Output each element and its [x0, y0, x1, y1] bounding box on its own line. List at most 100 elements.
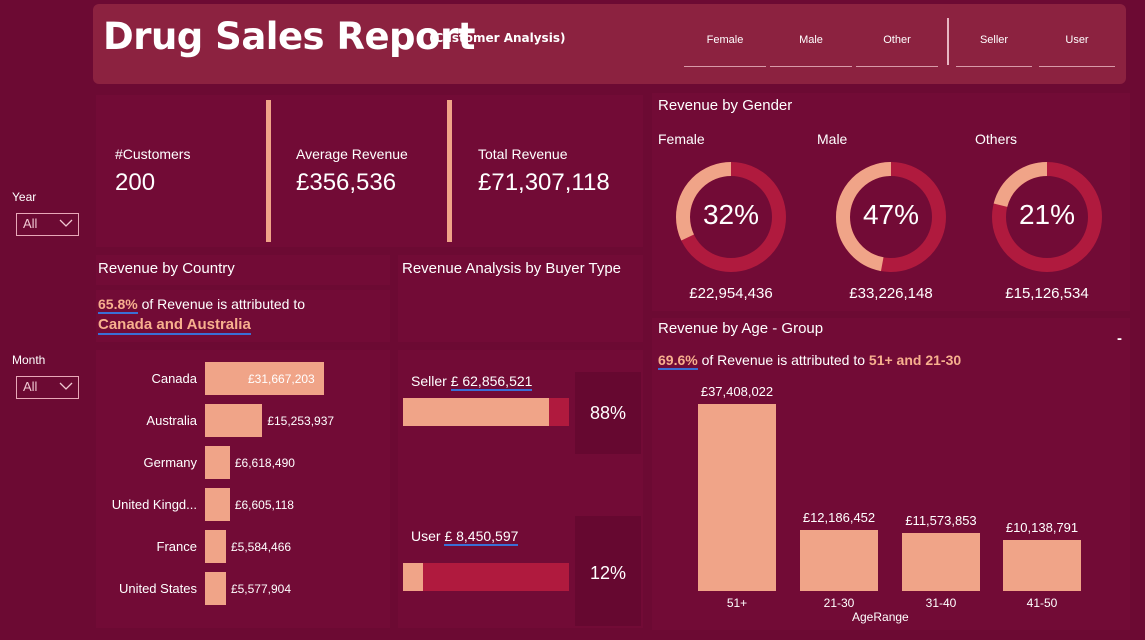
- age-section-title: Revenue by Age - Group: [658, 320, 824, 337]
- buyer-title-panel: [398, 255, 643, 342]
- age-panel-menu-dash[interactable]: -: [1117, 330, 1122, 347]
- country-bar-value: £5,577,904: [230, 582, 292, 596]
- gender-donut[interactable]: [671, 157, 791, 277]
- gender-amount: £33,226,148: [849, 285, 933, 302]
- buyer-type-amount: £ 8,450,597: [444, 528, 519, 546]
- country-insight-highlight: Canada and Australia: [98, 316, 251, 335]
- age-category-label: 41-50: [1026, 596, 1058, 610]
- gender-donut-slice[interactable]: [992, 162, 1102, 272]
- country-bar-value: £5,584,466: [230, 540, 292, 554]
- gender-donut-slice[interactable]: [676, 162, 786, 272]
- age-x-axis-label: AgeRange: [852, 610, 909, 624]
- country-bar-value: £15,253,937: [267, 414, 335, 428]
- country-chart-panel: [96, 350, 390, 628]
- buyer-type-label: User £ 8,450,597: [411, 528, 519, 546]
- kpi-total-revenue-value: £71,307,118: [478, 169, 610, 196]
- country-insight-text: 65.8% of Revenue is attributed to: [98, 296, 306, 314]
- gender-panel: [652, 93, 1130, 311]
- country-insight-body: of Revenue is attributed to: [137, 296, 306, 312]
- age-category-label: 31-40: [925, 596, 957, 610]
- filter-seller-button[interactable]: Seller: [956, 34, 1032, 67]
- filter-male-button[interactable]: Male: [770, 34, 852, 67]
- month-slicer-label: Month: [12, 353, 46, 367]
- age-insight-body: of Revenue is attributed to: [697, 352, 869, 368]
- gender-label: Male: [817, 131, 848, 147]
- country-bar-value: £6,618,490: [234, 456, 295, 470]
- age-bar-value: £37,408,022: [700, 384, 774, 399]
- kpi-total-revenue-label: Total Revenue: [478, 146, 568, 162]
- kpi-panel: [96, 95, 643, 247]
- age-category-label: 21-30: [823, 596, 855, 610]
- month-slicer-value: All: [23, 379, 38, 394]
- filter-other-button[interactable]: Other: [856, 34, 938, 67]
- country-category-label: Germany: [143, 455, 197, 470]
- gender-section-title: Revenue by Gender: [658, 97, 793, 114]
- buyer-pct-card: [575, 516, 641, 626]
- year-slicer[interactable]: All: [16, 213, 79, 236]
- age-bar[interactable]: [800, 530, 878, 591]
- buyer-bar-fill[interactable]: [403, 563, 423, 591]
- country-bar[interactable]: [205, 530, 226, 563]
- country-category-label: Australia: [146, 413, 197, 428]
- gender-label: Others: [975, 131, 1018, 147]
- country-bar[interactable]: [205, 572, 226, 605]
- buyer-type-amount: £ 62,856,521: [450, 373, 533, 391]
- country-title-panel: [96, 255, 390, 285]
- country-bar-value: £31,667,203: [248, 372, 315, 386]
- country-category-label: United Kingd...: [111, 497, 197, 512]
- country-bar-value: £6,605,118: [234, 498, 294, 512]
- filter-female-button[interactable]: Female: [684, 34, 766, 67]
- year-slicer-label: Year: [12, 190, 37, 204]
- kpi-average-revenue-value: £356,536: [296, 169, 397, 196]
- buyer-type-name: User: [411, 528, 445, 544]
- gender-donut-pct: 47%: [862, 199, 920, 230]
- age-bar[interactable]: [698, 404, 776, 591]
- country-category-label: France: [156, 539, 197, 554]
- kpi-divider: [266, 100, 271, 242]
- buyer-section-title: Revenue Analysis by Buyer Type: [402, 260, 622, 277]
- gender-donut-pct: 21%: [1018, 199, 1076, 230]
- age-bar-value: £12,186,452: [802, 510, 876, 526]
- page-subtitle: (Customer Analysis): [429, 31, 566, 45]
- year-slicer-value: All: [23, 216, 38, 231]
- country-section-title: Revenue by Country: [98, 260, 235, 277]
- age-bar[interactable]: [902, 533, 980, 591]
- gender-donut[interactable]: [831, 157, 951, 277]
- country-bar[interactable]: [205, 446, 230, 479]
- header-divider: [947, 18, 949, 65]
- country-category-label: Canada: [151, 371, 197, 386]
- gender-donut-pct: 32%: [702, 199, 760, 230]
- gender-amount: £15,126,534: [1005, 285, 1089, 302]
- age-bar[interactable]: [1003, 540, 1081, 591]
- age-insight-pct: 69.6%: [658, 352, 698, 370]
- filter-user-button[interactable]: User: [1039, 34, 1115, 67]
- buyer-bar-track: [403, 563, 569, 591]
- header-bar: Drug Sales Report (Customer Analysis) Fe…: [93, 4, 1126, 84]
- gender-amount: £22,954,436: [689, 285, 773, 302]
- country-bar[interactable]: [205, 488, 230, 521]
- kpi-customers-label: #Customers: [115, 146, 191, 162]
- country-bar[interactable]: [205, 362, 324, 395]
- buyer-bar-fill[interactable]: [403, 398, 550, 426]
- gender-donut-slice[interactable]: [836, 162, 946, 272]
- chevron-down-icon: [59, 219, 73, 227]
- month-slicer[interactable]: All: [16, 376, 79, 399]
- buyer-type-name: Seller: [411, 373, 451, 389]
- kpi-customers-value: 200: [115, 169, 156, 196]
- buyer-pct-card: [575, 372, 641, 454]
- buyer-pct-value: 88%: [590, 403, 627, 423]
- age-insight-highlight: 51+ and 21-30: [868, 352, 962, 368]
- country-insight-pct: 65.8%: [98, 296, 138, 314]
- age-category-label: 51+: [726, 596, 748, 610]
- kpi-divider: [447, 100, 452, 242]
- country-bar[interactable]: [205, 404, 263, 437]
- age-insight-text: 69.6% of Revenue is attributed to 51+ an…: [658, 352, 962, 370]
- page-title: Drug Sales Report: [103, 15, 475, 58]
- gender-donut[interactable]: [987, 157, 1107, 277]
- buyer-pct-value: 12%: [590, 563, 627, 583]
- gender-label: Female: [658, 131, 705, 147]
- buyer-type-label: Seller £ 62,856,521: [411, 373, 533, 391]
- age-bar-value: £11,573,853: [905, 513, 977, 529]
- country-category-label: United States: [118, 581, 197, 596]
- chevron-down-icon: [59, 382, 73, 390]
